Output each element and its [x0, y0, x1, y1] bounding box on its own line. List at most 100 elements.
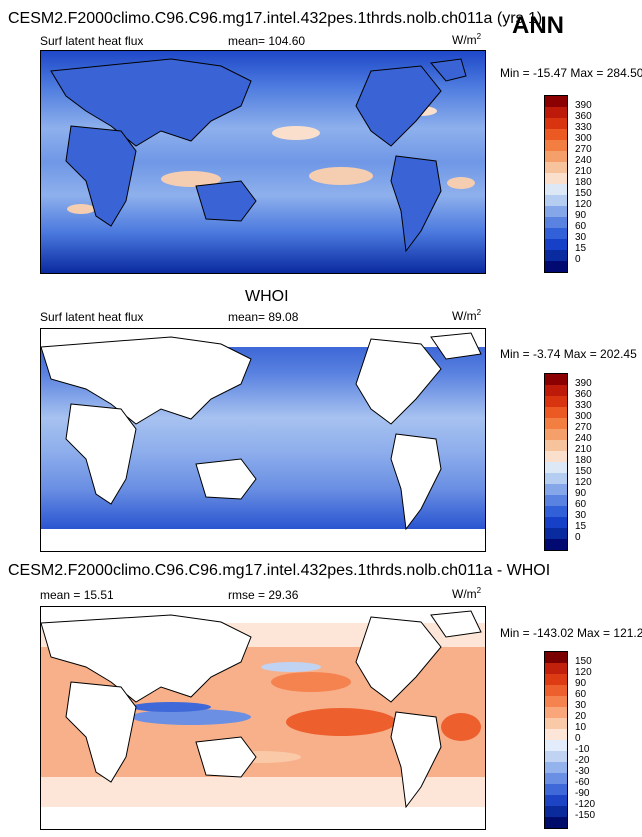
colorbar-tick-label: -20 [575, 755, 590, 766]
colorbar-swatch [545, 696, 567, 707]
colorbar-swatch [545, 418, 567, 429]
colorbar-swatch [545, 740, 567, 751]
season-label: ANN [512, 12, 564, 39]
colorbar-swatch [545, 129, 567, 140]
colorbar-swatch [545, 517, 567, 528]
colorbar-swatch [545, 184, 567, 195]
land-mask [41, 610, 482, 809]
panel1-map-svg [41, 51, 485, 273]
warm-patch [67, 204, 95, 214]
colorbar-tick-label: 0 [575, 532, 581, 543]
colorbar-swatch [545, 429, 567, 440]
colorbar-tick-label: 180 [575, 177, 592, 188]
panel3-minmax: Min = -143.02 Max = 121.25 [500, 626, 642, 640]
colorbar-tick-label: 30 [575, 510, 587, 521]
colorbar-swatch [545, 195, 567, 206]
colorbar-swatch [545, 784, 567, 795]
panel3-units: W/m2 [452, 586, 482, 601]
negative-anomaly [261, 662, 321, 672]
colorbar-swatch [545, 151, 567, 162]
panel2-mean: mean= 89.08 [228, 310, 299, 324]
panel1-map [40, 50, 486, 274]
colorbar-tick-label: 360 [575, 389, 592, 400]
panel2-header: WHOI [245, 288, 289, 305]
colorbar-tick-label: 150 [575, 466, 592, 477]
colorbar-swatch [545, 239, 567, 250]
colorbar-swatch [545, 107, 567, 118]
colorbar-tick-label: 120 [575, 199, 592, 210]
colorbar-swatch [545, 729, 567, 740]
colorbar-tick-label: 30 [575, 700, 587, 711]
colorbar-swatch [545, 817, 567, 828]
colorbar-swatch [545, 173, 567, 184]
colorbar-tick-label: -150 [575, 810, 596, 821]
panel2-map-svg [41, 329, 485, 551]
colorbar-swatch [545, 374, 567, 385]
colorbar-tick-label: 300 [575, 133, 592, 144]
colorbar-tick-label: 30 [575, 232, 587, 243]
colorbar-swatch [545, 407, 567, 418]
colorbar-tick-label: 390 [575, 100, 592, 111]
panel1-variable: Surf latent heat flux [40, 34, 144, 48]
colorbar-tick-label: 330 [575, 122, 592, 133]
panel2-variable: Surf latent heat flux [40, 310, 144, 324]
positive-anomaly [286, 708, 396, 736]
warm-patch [161, 171, 221, 187]
colorbar-swatch [545, 396, 567, 407]
warm-patch [309, 167, 373, 185]
colorbar-tick-label: 60 [575, 221, 587, 232]
colorbar-swatch [545, 484, 567, 495]
warm-patch [447, 177, 475, 189]
colorbar-tick-label: 15 [575, 243, 587, 254]
colorbar-tick-label: 270 [575, 422, 592, 433]
colorbar-swatch [545, 495, 567, 506]
colorbar-tick-label: 0 [575, 254, 581, 265]
colorbar-swatch [545, 663, 567, 674]
colorbar-tick-label: 60 [575, 689, 587, 700]
panel3-rmse: rmse = 29.36 [228, 588, 299, 602]
positive-anomaly [441, 713, 481, 741]
colorbar-swatch [545, 96, 567, 107]
panel3-colorbar [544, 651, 568, 829]
colorbar-swatch [545, 806, 567, 817]
colorbar-tick-label: -10 [575, 744, 590, 755]
colorbar-swatch [545, 773, 567, 784]
colorbar-tick-label: -120 [575, 799, 596, 810]
colorbar-swatch [545, 385, 567, 396]
panel2-map [40, 328, 486, 552]
colorbar-swatch [545, 762, 567, 773]
colorbar-swatch [545, 140, 567, 151]
colorbar-tick-label: 330 [575, 400, 592, 411]
colorbar-swatch [545, 685, 567, 696]
colorbar-swatch [545, 707, 567, 718]
colorbar-tick-label: 150 [575, 656, 592, 667]
colorbar-swatch [545, 473, 567, 484]
panel3-mean: mean = 15.51 [40, 588, 114, 602]
colorbar-tick-label: 120 [575, 477, 592, 488]
colorbar-swatch [545, 718, 567, 729]
colorbar-tick-label: 0 [575, 733, 581, 744]
colorbar-tick-label: 15 [575, 521, 587, 532]
colorbar-tick-label: 240 [575, 155, 592, 166]
colorbar-tick-label: 60 [575, 499, 587, 510]
colorbar-swatch [545, 217, 567, 228]
colorbar-swatch [545, 795, 567, 806]
panel1-colorbar [544, 95, 568, 273]
colorbar-tick-label: 210 [575, 444, 592, 455]
panel1-minmax: Min = -15.47 Max = 284.50 [500, 66, 642, 80]
colorbar-tick-label: 150 [575, 188, 592, 199]
colorbar-tick-label: 390 [575, 378, 592, 389]
colorbar-tick-label: 240 [575, 433, 592, 444]
colorbar-tick-label: 120 [575, 667, 592, 678]
colorbar-swatch [545, 228, 567, 239]
colorbar-swatch [545, 206, 567, 217]
colorbar-swatch [545, 674, 567, 685]
colorbar-tick-label: 300 [575, 411, 592, 422]
warm-patch [272, 126, 320, 140]
colorbar-tick-label: 90 [575, 210, 587, 221]
colorbar-tick-label: 20 [575, 711, 587, 722]
panel1-units: W/m2 [452, 32, 482, 47]
colorbar-swatch [545, 506, 567, 517]
land-mask [41, 332, 482, 531]
panel2-units: W/m2 [452, 308, 482, 323]
